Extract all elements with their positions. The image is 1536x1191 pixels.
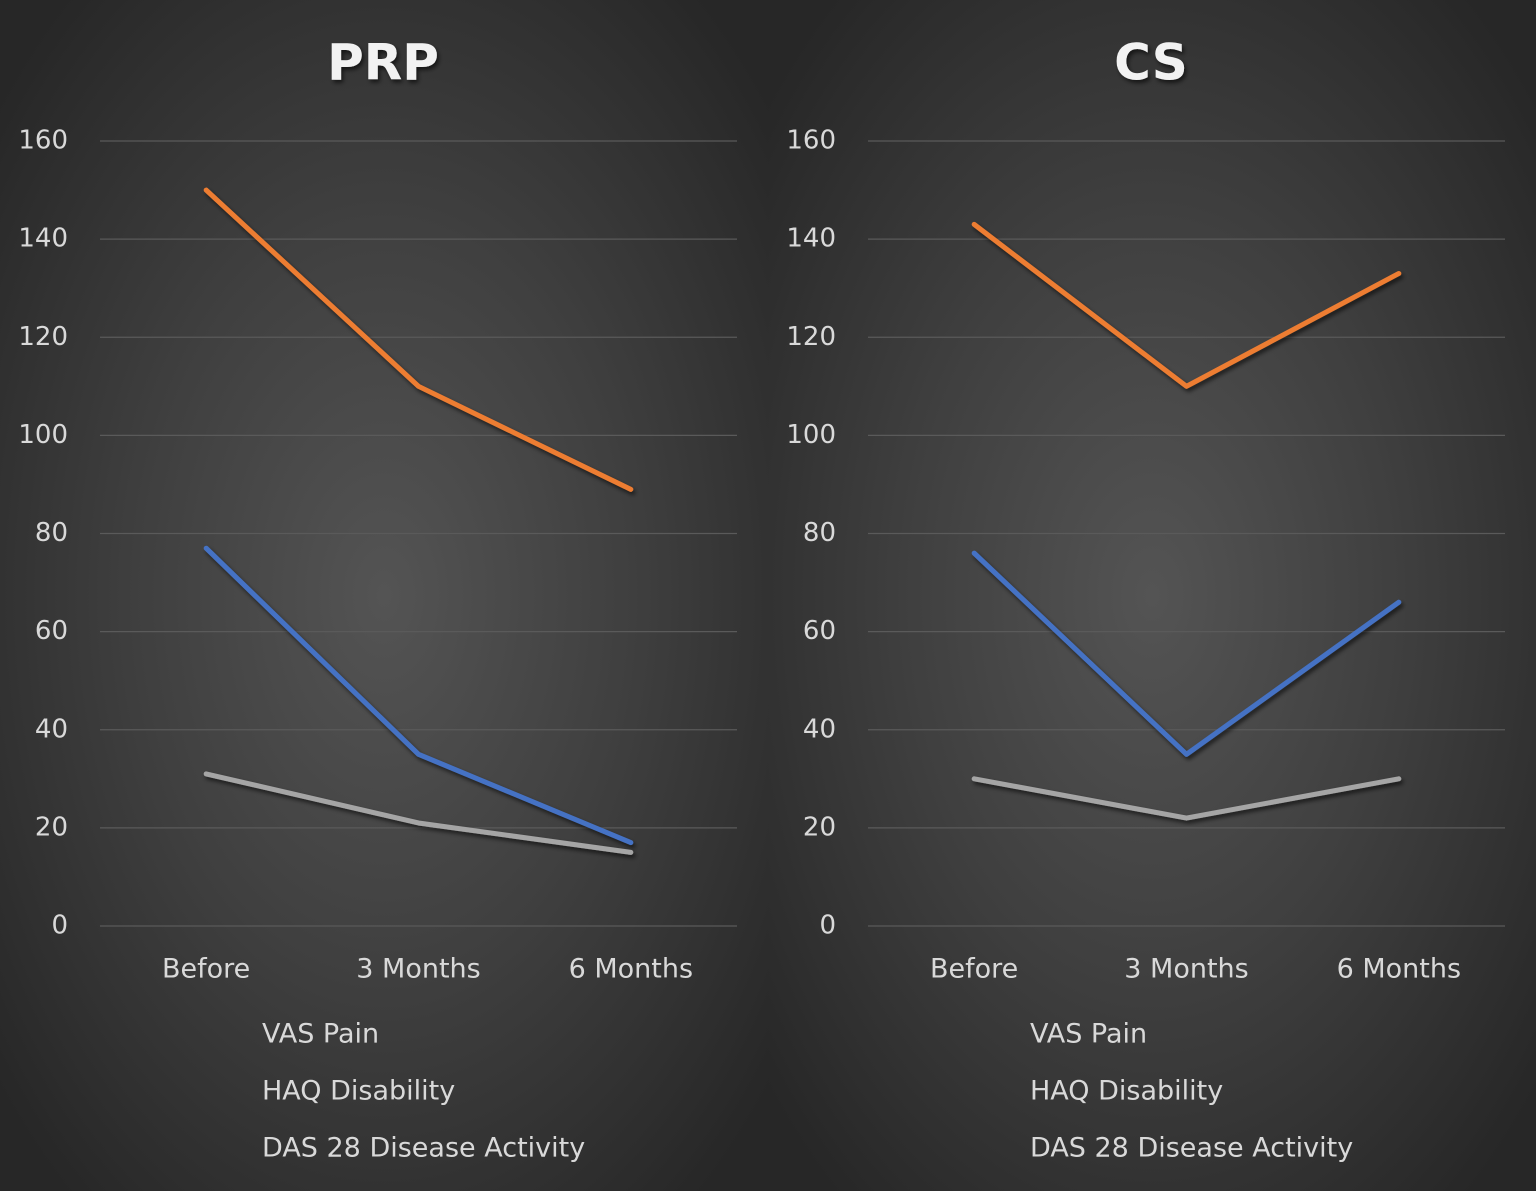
y-tick-label: 160: [18, 126, 68, 156]
y-tick-label: 120: [786, 322, 836, 352]
y-tick-label: 100: [18, 420, 68, 450]
x-tick-label: 6 Months: [569, 954, 693, 985]
y-tick-label: 80: [35, 518, 68, 548]
series-line: [971, 221, 1402, 389]
x-tick-label: Before: [930, 954, 1018, 985]
x-tick-label: 3 Months: [356, 954, 480, 985]
y-tick-label: 80: [803, 518, 836, 548]
y-tick-label: 140: [18, 224, 68, 254]
y-tick-label: 120: [18, 322, 68, 352]
x-tick-label: 6 Months: [1337, 954, 1461, 985]
panel-background: [0, 0, 768, 1191]
y-tick-label: 20: [803, 812, 836, 842]
chart-title: PRP: [327, 34, 439, 92]
series-line: [971, 776, 1402, 821]
legend-label: DAS 28 Disease Activity: [1030, 1133, 1353, 1164]
series-line: [203, 187, 634, 492]
chart-panel: PRP 0 20 40 60 80 100 120 140 160 Before 3 Months 6 …: [0, 0, 768, 1191]
legend-label: VAS Pain: [1030, 1019, 1147, 1050]
y-tick-label: 0: [819, 911, 836, 941]
x-tick-label: 3 Months: [1124, 954, 1248, 985]
y-tick-label: 0: [51, 911, 68, 941]
y-tick-label: 140: [786, 224, 836, 254]
chart-panel: CS 0 20 40 60 80 100 120 140 160 Before 3 Months 6 M…: [768, 0, 1536, 1191]
y-tick-label: 40: [803, 714, 836, 744]
x-tick-label: Before: [162, 954, 250, 985]
chart-title: CS: [1114, 34, 1188, 92]
panel-background: [768, 0, 1536, 1191]
y-tick-label: 100: [786, 420, 836, 450]
y-tick-label: 160: [786, 126, 836, 156]
legend-label: HAQ Disability: [1030, 1076, 1223, 1107]
legend-label: VAS Pain: [262, 1019, 379, 1050]
y-tick-label: 60: [803, 616, 836, 646]
series-line: [203, 771, 634, 855]
legend-label: DAS 28 Disease Activity: [262, 1133, 585, 1164]
y-tick-label: 40: [35, 714, 68, 744]
y-tick-label: 20: [35, 812, 68, 842]
legend-label: HAQ Disability: [262, 1076, 455, 1107]
y-tick-label: 60: [35, 616, 68, 646]
series-line: [971, 550, 1402, 757]
series-line: [203, 545, 634, 846]
